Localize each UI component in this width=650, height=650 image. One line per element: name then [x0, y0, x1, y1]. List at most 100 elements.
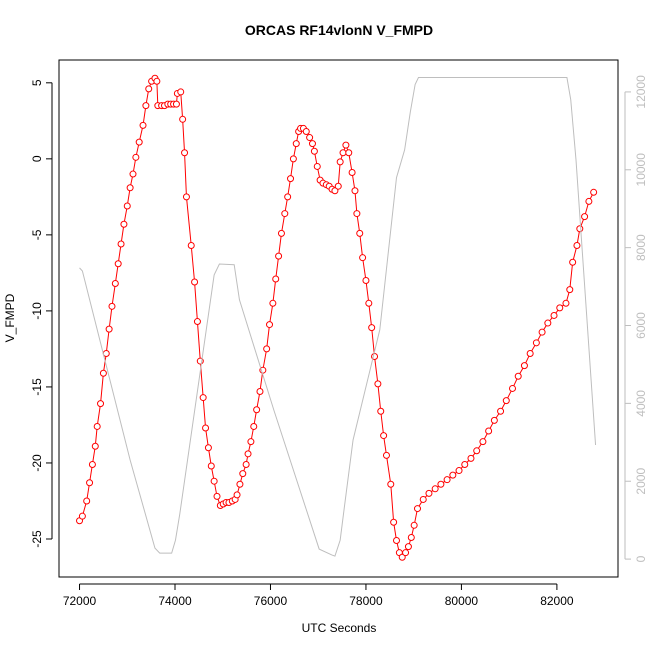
data-point: [302, 127, 310, 135]
data-point: [242, 460, 250, 468]
data-point: [351, 187, 359, 195]
data-point: [284, 193, 292, 201]
data-point: [437, 480, 445, 488]
y-tick-label: 0: [30, 155, 44, 162]
data-point: [269, 299, 277, 307]
data-point: [544, 319, 552, 327]
data-point: [275, 252, 283, 260]
data-point: [419, 495, 427, 503]
data-point: [479, 438, 487, 446]
data-point: [581, 213, 589, 221]
data-point: [202, 424, 210, 432]
data-point: [514, 372, 522, 380]
data-point: [266, 321, 274, 329]
x-tick-label: 72000: [63, 594, 97, 608]
x-tick-label: 76000: [254, 594, 288, 608]
data-point: [353, 210, 361, 218]
data-point: [562, 299, 570, 307]
data-point: [585, 197, 593, 205]
data-point: [334, 182, 342, 190]
data-point: [153, 77, 161, 85]
data-point: [191, 278, 199, 286]
data-point: [139, 121, 147, 129]
data-point: [182, 193, 190, 201]
data-point: [455, 467, 463, 475]
data-point: [193, 318, 201, 326]
data-point: [362, 276, 370, 284]
data-point: [78, 512, 86, 520]
data-point: [86, 479, 94, 487]
data-point: [308, 140, 316, 148]
y2-tick-label: 2000: [634, 468, 648, 495]
data-point: [410, 521, 418, 529]
data-point: [473, 447, 481, 455]
y2-tick-label: 4000: [634, 390, 648, 417]
data-point: [342, 141, 350, 149]
chart-title: ORCAS RF14vlonN V_FMPD: [245, 22, 433, 38]
data-point: [425, 489, 433, 497]
data-point: [289, 155, 297, 163]
y-axis-label: V_FMPD: [3, 293, 17, 342]
data-point: [142, 102, 150, 110]
data-point: [292, 140, 300, 148]
data-point: [256, 387, 264, 395]
data-point: [91, 442, 99, 450]
data-point: [83, 497, 91, 505]
data-point: [368, 324, 376, 332]
data-point: [356, 229, 364, 237]
data-point: [236, 480, 244, 488]
data-point: [204, 444, 212, 452]
data-point: [88, 460, 96, 468]
data-point: [365, 299, 373, 307]
data-point: [272, 275, 280, 283]
data-point: [407, 533, 415, 541]
y2-tick-label: 12000: [634, 75, 648, 109]
data-point: [120, 220, 128, 228]
data-point: [590, 188, 598, 196]
data-point: [199, 394, 207, 402]
data-point: [129, 170, 137, 178]
data-point: [336, 158, 344, 166]
data-point: [181, 149, 189, 157]
data-point: [538, 328, 546, 336]
data-point: [172, 100, 180, 108]
data-point: [566, 286, 574, 294]
plot-frame: [58, 59, 619, 578]
x-axis-label: UTC Seconds: [302, 621, 377, 635]
data-point: [287, 175, 295, 183]
series-line: [79, 77, 595, 559]
data-point: [213, 492, 221, 500]
data-point: [569, 258, 577, 266]
data-point: [187, 242, 195, 250]
data-point: [117, 240, 125, 248]
data-point: [526, 349, 534, 357]
x-tick-label: 80000: [445, 594, 479, 608]
data-point: [97, 400, 105, 408]
data-point: [556, 304, 564, 312]
data-point: [250, 422, 258, 430]
data-point: [532, 339, 540, 347]
data-point: [93, 422, 101, 430]
data-point: [339, 149, 347, 157]
data-point: [497, 407, 505, 415]
data-point: [374, 380, 382, 388]
data-point: [485, 427, 493, 435]
data-point: [179, 115, 187, 123]
y-tick-label: -15: [30, 378, 44, 396]
data-point: [244, 450, 252, 458]
data-point: [277, 229, 285, 237]
data-point: [313, 162, 321, 170]
y2-tick-label: 0: [634, 555, 648, 562]
data-point: [132, 153, 140, 161]
data-point: [359, 254, 367, 262]
data-point: [126, 184, 134, 192]
y-tick-label: -5: [30, 229, 44, 240]
y-tick-label: -25: [30, 530, 44, 548]
data-point: [382, 451, 390, 459]
data-point: [207, 462, 215, 470]
data-point: [108, 302, 116, 310]
x-tick-label: 78000: [349, 594, 383, 608]
data-point: [177, 88, 185, 96]
y-tick-label: -20: [30, 454, 44, 472]
